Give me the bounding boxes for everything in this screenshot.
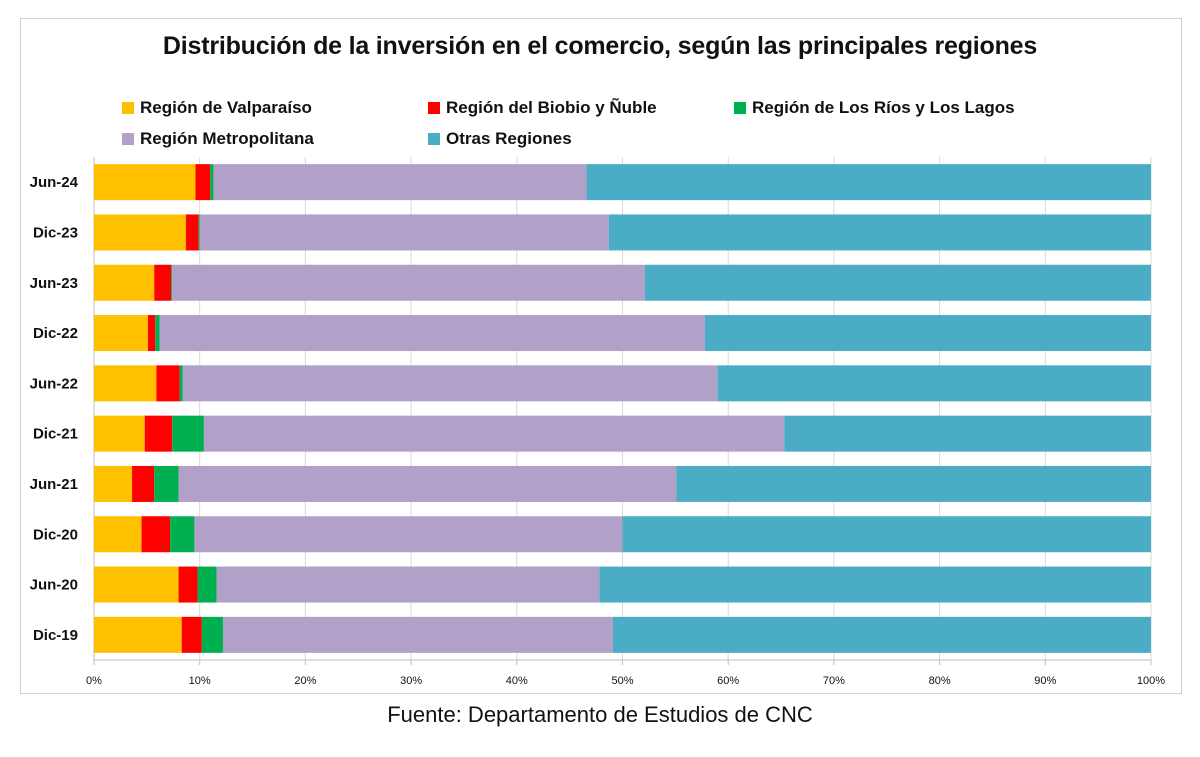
bar-segment bbox=[599, 566, 1151, 603]
legend-item-metropolitana: Región Metropolitana bbox=[122, 129, 314, 149]
category-label: Jun-23 bbox=[30, 275, 78, 292]
legend-label-valparaiso: Región de Valparaíso bbox=[140, 98, 312, 117]
bar-segment bbox=[94, 365, 157, 402]
category-label: Jun-20 bbox=[30, 577, 78, 594]
bar-segment bbox=[210, 164, 214, 201]
bar-segment bbox=[622, 516, 1151, 553]
bar-segment bbox=[94, 616, 182, 653]
legend-item-los-rios: Región de Los Ríos y Los Lagos bbox=[734, 98, 1015, 118]
bar-segment bbox=[94, 516, 142, 553]
bar-segment bbox=[612, 616, 1151, 653]
bar-segment bbox=[141, 516, 171, 553]
x-tick-label: 10% bbox=[189, 675, 211, 687]
x-tick-label: 100% bbox=[1137, 675, 1165, 687]
bar-segment bbox=[159, 315, 705, 352]
bar-segment bbox=[784, 415, 1151, 452]
bar-segment bbox=[94, 264, 155, 301]
bar-segment bbox=[94, 566, 179, 603]
category-label: Dic-23 bbox=[33, 224, 78, 241]
bar-segment bbox=[94, 465, 133, 502]
x-tick-label: 30% bbox=[400, 675, 422, 687]
bar-segment bbox=[198, 214, 200, 251]
legend-label-biobio: Región del Biobio y Ñuble bbox=[446, 98, 657, 117]
x-tick-label: 90% bbox=[1034, 675, 1056, 687]
bar-segment bbox=[154, 264, 172, 301]
category-label: Dic-21 bbox=[33, 426, 78, 443]
bar-segment bbox=[644, 264, 1151, 301]
bar-segment bbox=[94, 214, 186, 251]
bar-segment bbox=[144, 415, 173, 452]
bar-segment bbox=[179, 365, 183, 402]
bar-segment bbox=[94, 164, 196, 201]
legend-label-los-rios: Región de Los Ríos y Los Lagos bbox=[752, 98, 1015, 117]
x-tick-label: 0% bbox=[86, 675, 102, 687]
bar-segment bbox=[94, 415, 145, 452]
legend-item-otras: Otras Regiones bbox=[428, 129, 572, 149]
x-tick-label: 40% bbox=[506, 675, 528, 687]
bar-segment bbox=[586, 164, 1151, 201]
legend-swatch-los-rios bbox=[734, 102, 746, 114]
bar-segment bbox=[197, 566, 217, 603]
bar-segment bbox=[172, 264, 645, 301]
bar-segment bbox=[222, 616, 613, 653]
bar-segment bbox=[717, 365, 1151, 402]
legend-swatch-metropolitana bbox=[122, 133, 134, 145]
bar-segment bbox=[132, 465, 155, 502]
x-tick-label: 60% bbox=[717, 675, 739, 687]
category-label: Dic-20 bbox=[33, 526, 78, 543]
bar-segment bbox=[171, 264, 173, 301]
legend-swatch-otras bbox=[428, 133, 440, 145]
category-label: Dic-22 bbox=[33, 325, 78, 342]
legend-item-valparaiso: Región de Valparaíso bbox=[122, 98, 312, 118]
legend-label-otras: Otras Regiones bbox=[446, 129, 572, 148]
bar-segment bbox=[195, 164, 211, 201]
bar-segment bbox=[154, 465, 179, 502]
x-tick-label: 50% bbox=[611, 675, 633, 687]
x-tick-label: 80% bbox=[929, 675, 951, 687]
bar-segment bbox=[178, 566, 198, 603]
legend-item-biobio: Región del Biobio y Ñuble bbox=[428, 98, 657, 118]
bar-segment bbox=[199, 214, 609, 251]
category-label: Jun-24 bbox=[30, 174, 79, 191]
bar-segment bbox=[181, 616, 202, 653]
category-label: Jun-21 bbox=[30, 476, 78, 493]
bar-segment bbox=[172, 415, 204, 452]
bar-segment bbox=[676, 465, 1151, 502]
legend-swatch-valparaiso bbox=[122, 102, 134, 114]
bar-segment bbox=[182, 365, 718, 402]
category-label: Dic-19 bbox=[33, 627, 78, 644]
source-note: Fuente: Departamento de Estudios de CNC bbox=[387, 702, 813, 727]
bar-segment bbox=[94, 315, 148, 352]
bar-segment bbox=[185, 214, 199, 251]
category-label: Jun-22 bbox=[30, 375, 78, 392]
bar-segment bbox=[170, 516, 195, 553]
bar-segment bbox=[178, 465, 677, 502]
x-tick-label: 20% bbox=[294, 675, 316, 687]
bar-segment bbox=[156, 365, 180, 402]
legend-label-metropolitana: Región Metropolitana bbox=[140, 129, 314, 148]
legend-swatch-biobio bbox=[428, 102, 440, 114]
bar-segment bbox=[194, 516, 623, 553]
bar-segment bbox=[608, 214, 1151, 251]
bar-segment bbox=[213, 164, 587, 201]
bar-segment bbox=[147, 315, 156, 352]
bar-segment bbox=[203, 415, 785, 452]
chart-title: Distribución de la inversión en el comer… bbox=[162, 32, 1038, 60]
x-tick-label: 70% bbox=[823, 675, 845, 687]
bar-segment bbox=[216, 566, 600, 603]
bar-segment bbox=[201, 616, 223, 653]
bar-segment bbox=[155, 315, 160, 352]
bar-segment bbox=[704, 315, 1151, 352]
